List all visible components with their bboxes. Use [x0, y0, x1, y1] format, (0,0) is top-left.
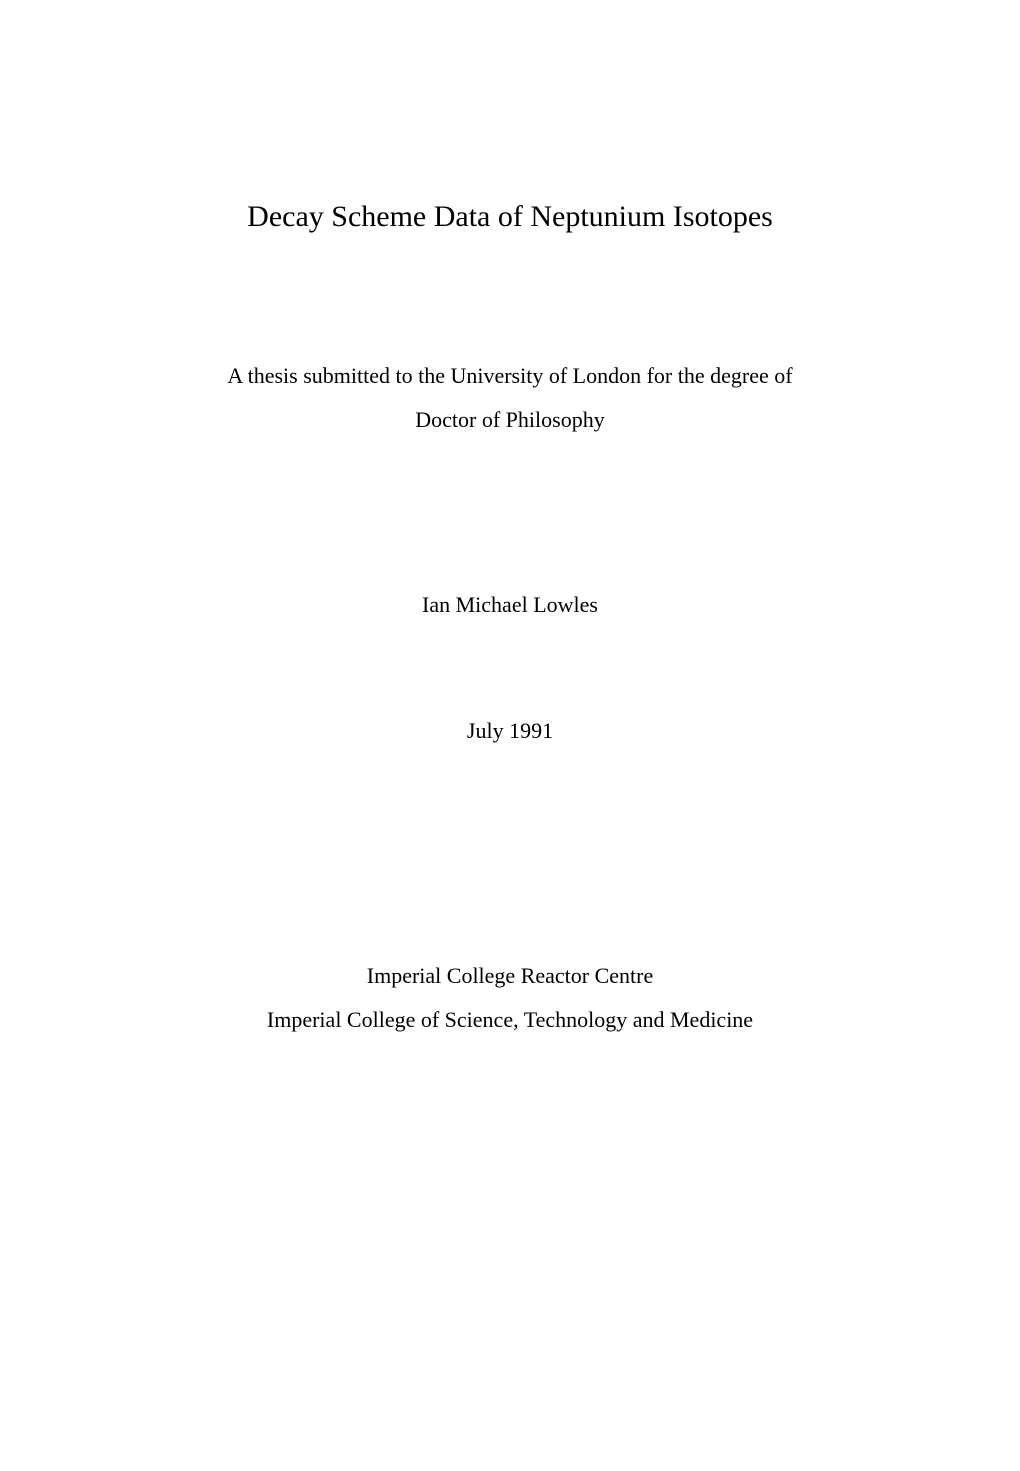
affiliation-block: Imperial College Reactor Centre Imperial… [100, 954, 920, 1042]
submission-date: July 1991 [100, 718, 920, 744]
title-page: Decay Scheme Data of Neptunium Isotopes … [0, 0, 1020, 1471]
thesis-title: Decay Scheme Data of Neptunium Isotopes [100, 200, 920, 234]
submission-line-1: A thesis submitted to the University of … [120, 354, 900, 398]
submission-line-2: Doctor of Philosophy [120, 398, 900, 442]
submission-statement: A thesis submitted to the University of … [100, 354, 920, 442]
affiliation-line-1: Imperial College Reactor Centre [100, 954, 920, 998]
affiliation-line-2: Imperial College of Science, Technology … [100, 998, 920, 1042]
author-name: Ian Michael Lowles [100, 592, 920, 618]
